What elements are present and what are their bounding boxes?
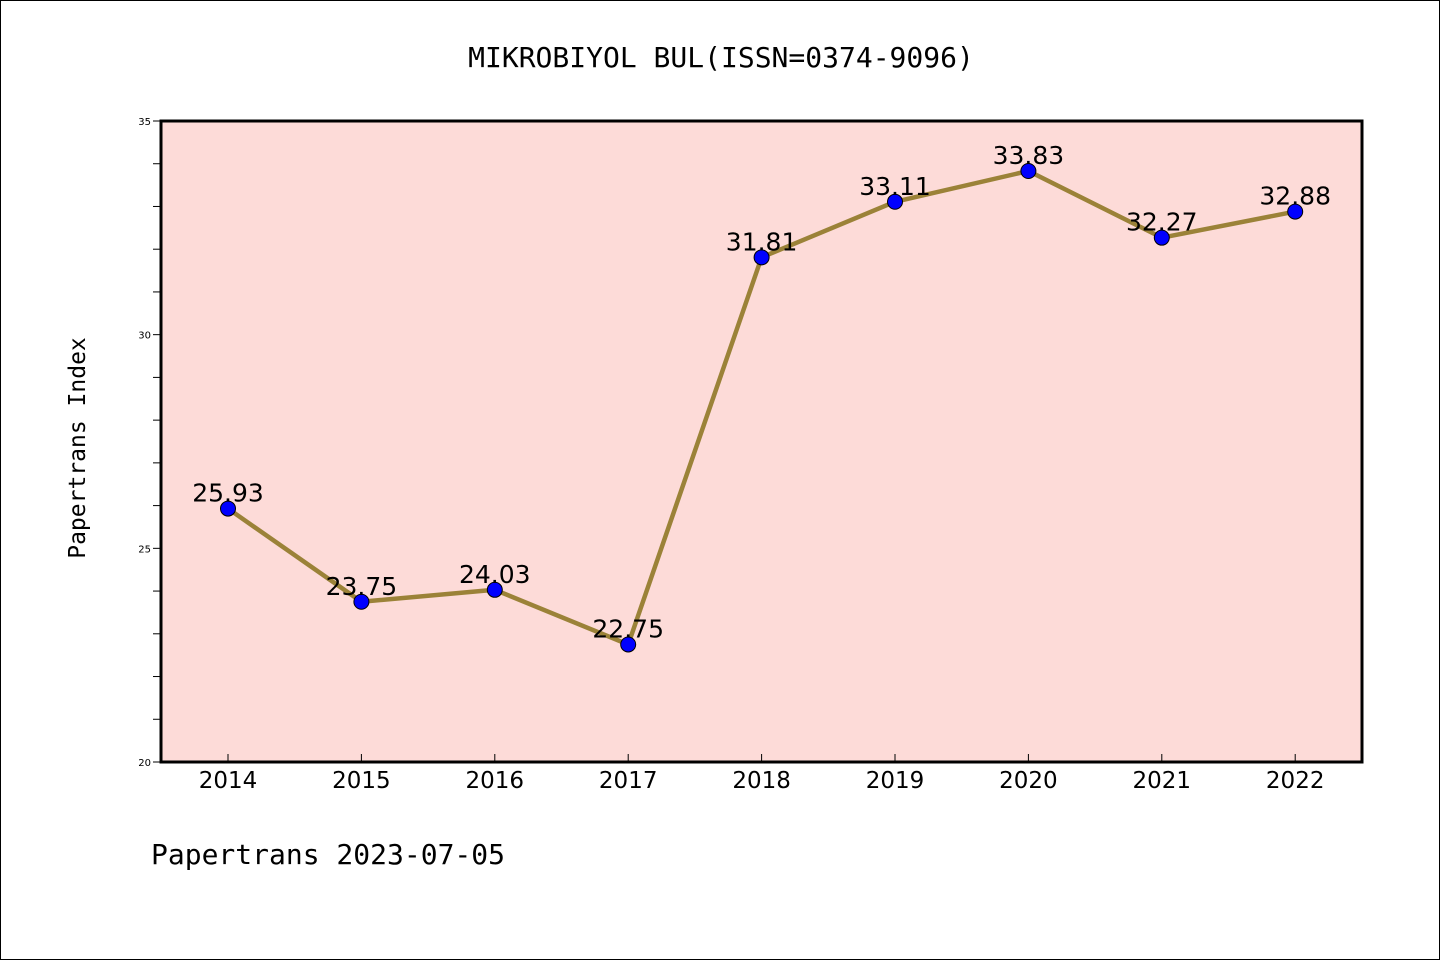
x-tick-label: 2019 — [866, 768, 925, 794]
x-tick-label: 2021 — [1133, 768, 1192, 794]
data-point — [220, 500, 236, 517]
data-point — [1020, 162, 1037, 179]
y-tick-label: 30 — [138, 331, 151, 342]
data-label: 24.03 — [459, 560, 531, 589]
data-point — [486, 581, 503, 598]
data-label: 32.27 — [1126, 208, 1198, 237]
x-tick-label: 2018 — [732, 768, 791, 794]
y-tick-label: 20 — [138, 758, 151, 769]
y-tick-label: 25 — [138, 544, 151, 555]
plot-area — [159, 119, 1364, 764]
x-tick-label: 2015 — [332, 768, 391, 794]
x-axis: 2014 2015 2016 2017 2018 2019 2020 2021 2022 — [199, 754, 1325, 794]
x-tick-label: 2014 — [199, 768, 258, 794]
data-point — [620, 636, 637, 653]
y-tick-label: 35 — [138, 117, 151, 128]
data-point — [887, 193, 903, 210]
chart-title: MIKROBIYOL BUL(ISSN=0374-9096) — [468, 41, 974, 74]
data-point — [1153, 229, 1170, 246]
footer-text: Papertrans 2023-07-05 — [151, 838, 505, 871]
x-tick-label: 2020 — [999, 768, 1058, 794]
y-axis: 20 25 30 35 — [138, 117, 161, 769]
data-label: 31.81 — [726, 227, 798, 256]
x-tick-label: 2017 — [599, 768, 658, 794]
x-tick-label: 2016 — [466, 768, 525, 794]
data-label: 22.75 — [592, 614, 664, 643]
series: 25.93 23.75 24.03 22.75 31.81 33.11 33.83 32.27… — [192, 141, 1331, 653]
x-tick-label: 2022 — [1266, 768, 1325, 794]
data-label: 25.93 — [192, 479, 264, 508]
data-label: 33.83 — [993, 141, 1065, 170]
data-point — [353, 593, 370, 610]
data-point — [753, 249, 770, 266]
y-axis-label: Papertrans Index — [65, 337, 91, 559]
data-label: 33.11 — [859, 172, 931, 201]
data-label: 23.75 — [326, 572, 398, 601]
data-label: 32.88 — [1259, 182, 1331, 211]
data-point — [1287, 203, 1304, 220]
